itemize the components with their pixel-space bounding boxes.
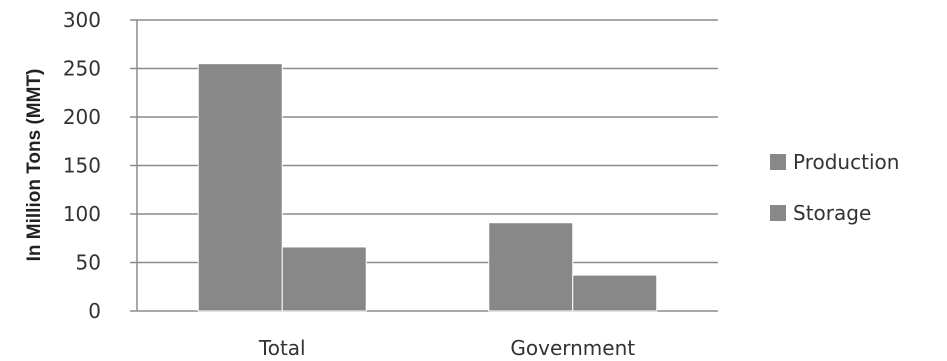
y-tick-label: 300 — [63, 8, 101, 32]
y-tick-label: 50 — [76, 251, 101, 275]
x-axis-ticks: Total Government — [258, 336, 635, 360]
y-tick-label: 200 — [63, 105, 101, 129]
bar-production-government — [488, 222, 574, 312]
bars — [197, 63, 658, 312]
legend: Production Storage — [770, 150, 899, 225]
x-tick-label: Government — [510, 336, 635, 360]
y-axis-ticks: 0 50 100 150 200 250 300 — [63, 8, 101, 323]
legend-swatch — [770, 205, 786, 221]
bar-storage-total — [281, 246, 367, 312]
x-tick-label: Total — [258, 336, 306, 360]
y-tick-label: 250 — [63, 57, 101, 81]
bar-storage-government — [572, 274, 658, 312]
y-axis-label: In Million Tons (MMT) — [24, 69, 45, 262]
legend-label: Storage — [793, 201, 871, 225]
y-tick-label: 0 — [88, 299, 101, 323]
legend-label: Production — [793, 150, 899, 174]
y-tick-label: 100 — [63, 202, 101, 226]
y-tick-label: 150 — [63, 154, 101, 178]
bar-production-total — [197, 63, 283, 312]
legend-swatch — [770, 154, 786, 170]
